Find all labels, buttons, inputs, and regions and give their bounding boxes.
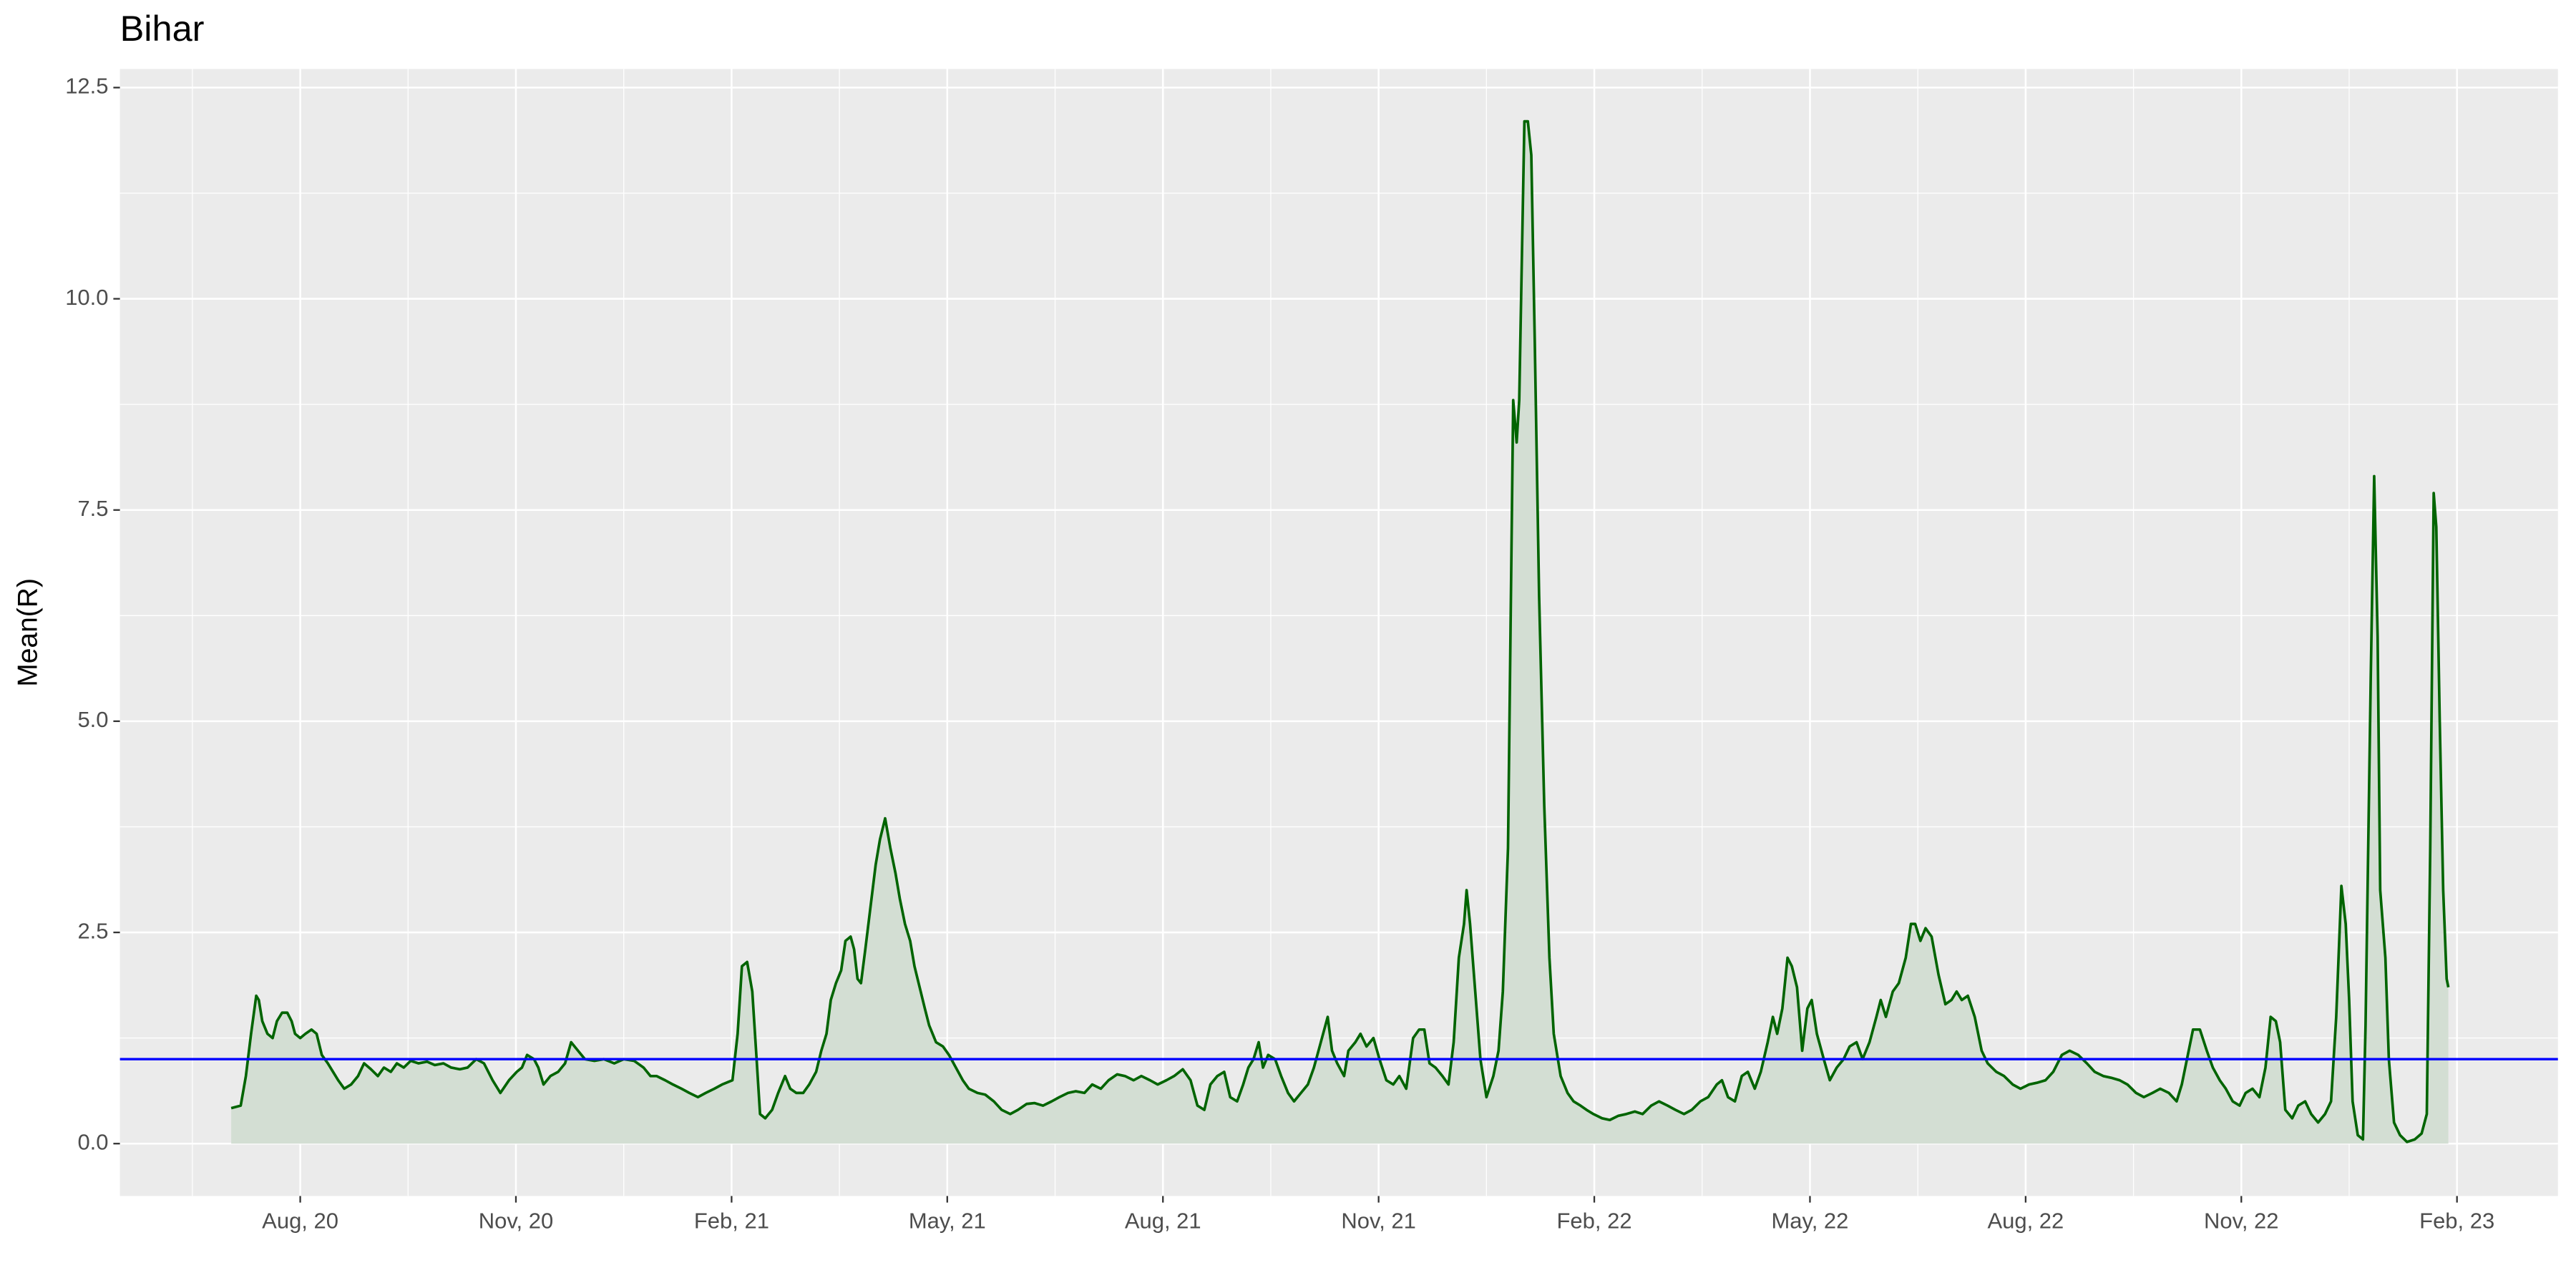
x-tick-label: Nov, 20 [479, 1208, 553, 1233]
chart-title: Bihar [120, 8, 205, 49]
y-tick-label: 10.0 [65, 285, 108, 310]
y-tick-label: 7.5 [77, 496, 108, 521]
grid [119, 69, 2558, 1196]
data [119, 119, 2558, 1144]
x-tick-label: Feb, 21 [694, 1208, 769, 1233]
x-tick-label: Aug, 22 [1987, 1208, 2064, 1233]
y-tick-label: 2.5 [77, 918, 108, 943]
axes: 0.0 2.5 5.0 7.5 10.0 12.5 Aug, 20 Nov, 20 Feb, 2… [65, 74, 2494, 1234]
y-tick-label: 0.0 [77, 1129, 108, 1154]
x-tick-label: Nov, 22 [2204, 1208, 2278, 1233]
x-tick-label: May, 22 [1771, 1208, 1848, 1233]
y-tick-label: 12.5 [65, 74, 108, 99]
y-tick-label: 5.0 [77, 707, 108, 732]
x-tick-label: Feb, 22 [1557, 1208, 1632, 1233]
y-axis-title: Mean(R) [13, 578, 44, 687]
x-tick-label: May, 21 [909, 1208, 986, 1233]
plot-panel [119, 69, 2558, 1196]
x-tick-label: Nov, 21 [1341, 1208, 1415, 1233]
x-tick-label: Aug, 20 [262, 1208, 338, 1233]
x-tick-label: Aug, 21 [1125, 1208, 1201, 1233]
x-tick-label: Feb, 23 [2419, 1208, 2494, 1233]
